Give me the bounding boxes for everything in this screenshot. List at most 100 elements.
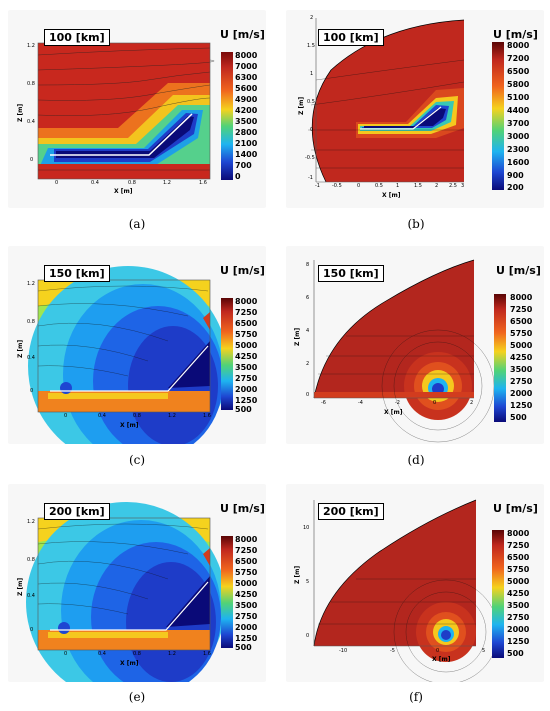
panel-b-colorbar-label: 5800 — [507, 80, 530, 89]
panel-a-colorbar-label: 700 — [235, 161, 252, 170]
panel-d-colorbar-label: 3500 — [510, 365, 533, 374]
panel-e-colorbar-label: 7250 — [235, 546, 258, 555]
panel-f-colorbar-label: 6500 — [507, 553, 530, 562]
panel-b-z-tick: -0.5 — [305, 155, 315, 161]
panel-a-z-tick: 0.4 — [27, 119, 35, 125]
panel-a: 100 [km] U [m/s] 8000 7000 6300 5600 490… — [8, 10, 266, 208]
panel-a-z-tick: 0.8 — [27, 81, 35, 87]
panel-b-z-axis-title: Z [m] — [298, 96, 305, 115]
panel-e-colorbar-label: 3500 — [235, 601, 258, 610]
panel-f-colorbar-label: 2000 — [507, 625, 530, 634]
panel-f-colorbar-label: 4250 — [507, 589, 530, 598]
panel-a-colorbar-label: 3500 — [235, 117, 258, 126]
panel-c-z-tick: 0.4 — [27, 355, 35, 361]
panel-d-x-tick: 2 — [470, 400, 474, 406]
panel-c-z-tick: 0 — [30, 388, 34, 394]
panel-a-colorbar-label: 6300 — [235, 73, 258, 82]
panel-b-x-tick: 2.5 — [449, 183, 457, 189]
panel-e-x-tick: 0 — [64, 651, 68, 657]
panel-b-colorbar-label: 6500 — [507, 67, 530, 76]
panel-f-z-tick: 10 — [303, 525, 310, 531]
panel-a-colorbar-label: 8000 — [235, 51, 258, 60]
panel-f-z-axis-title: Z [m] — [294, 565, 301, 584]
panel-c-z-tick: 0.8 — [27, 319, 35, 325]
panel-d-x-tick: -2 — [395, 400, 400, 406]
panel-c-colorbar-label: 3500 — [235, 363, 258, 372]
panel-a-colorbar-label: 0 — [235, 172, 241, 181]
panel-b-colorbar-label: 3000 — [507, 132, 530, 141]
panel-c-colorbar-label: 4250 — [235, 352, 258, 361]
panel-a-colorbar-label: 4200 — [235, 106, 258, 115]
panel-b-z-tick: 1 — [310, 71, 314, 77]
panel-c-colorbar-label: 5000 — [235, 341, 258, 350]
panel-c-contour-plot — [28, 266, 233, 444]
panel-d-colorbar-label: 8000 — [510, 293, 533, 302]
panel-e-x-tick: 1.6 — [203, 651, 211, 657]
panel-d-colorbar-label: 1250 — [510, 401, 533, 410]
panel-e-altitude-label: 200 [km] — [44, 503, 110, 520]
panel-c-colorbar-label: 6500 — [235, 319, 258, 328]
panel-e-colorbar-label: 8000 — [235, 535, 258, 544]
panel-e-x-tick: 0.4 — [98, 651, 106, 657]
panel-c-x-tick: 0.4 — [98, 413, 106, 419]
panel-b-colorbar — [492, 42, 504, 190]
panel-b-colorbar-label: 2300 — [507, 145, 530, 154]
panel-f-x-tick: 5 — [482, 648, 486, 654]
panel-a-unit-title: U [m/s] — [220, 28, 265, 41]
panel-a-x-axis-title: X [m] — [114, 188, 133, 195]
panel-f-z-tick: 5 — [306, 579, 310, 585]
panel-d-contour-plot — [313, 259, 506, 443]
panel-c-x-axis-title: X [m] — [120, 422, 139, 429]
panel-a-contour-plot — [37, 42, 233, 180]
panel-d-z-tick: 8 — [306, 262, 310, 268]
panel-b-colorbar-label: 900 — [507, 171, 524, 180]
panel-b-colorbar-label: 200 — [507, 183, 524, 192]
panel-a-x-tick: 1.2 — [163, 180, 171, 186]
panel-a-colorbar-label: 7000 — [235, 62, 258, 71]
panel-f-colorbar-label: 5750 — [507, 565, 530, 574]
panel-b-x-tick: 1 — [396, 183, 400, 189]
panel-f-colorbar-label: 7250 — [507, 541, 530, 550]
panel-d-colorbar-label: 2000 — [510, 389, 533, 398]
panel-b-unit-title: U [m/s] — [493, 28, 538, 41]
panel-d-z-tick: 4 — [306, 328, 310, 334]
panel-d-colorbar-label: 5000 — [510, 341, 533, 350]
panel-c-colorbar-label: 500 — [235, 405, 252, 414]
panel-b-contour-plot — [308, 18, 504, 190]
panel-a-x-tick: 0.4 — [91, 180, 99, 186]
panel-b-z-tick: 2 — [310, 15, 314, 21]
panel-c-x-tick: 1.2 — [168, 413, 176, 419]
panel-a-colorbar-label: 2800 — [235, 128, 258, 137]
panel-e-x-axis-title: X [m] — [120, 660, 139, 667]
panel-c-colorbar-label: 5750 — [235, 330, 258, 339]
panel-b-z-tick: 0.5 — [307, 99, 315, 105]
panel-b-x-tick: 1.5 — [414, 183, 422, 189]
panel-a-x-tick: 0 — [55, 180, 59, 186]
panel-b-x-tick: -1 — [315, 183, 320, 189]
panel-a-altitude-label: 100 [km] — [44, 29, 110, 46]
caption-c: (c) — [128, 453, 146, 467]
panel-e-z-tick: 1.2 — [27, 519, 35, 525]
panel-a-colorbar-label: 5600 — [235, 84, 258, 93]
panel-c-colorbar-label: 1250 — [235, 396, 258, 405]
panel-f-x-tick: 0 — [436, 648, 440, 654]
panel-e-z-tick: 0.8 — [27, 557, 35, 563]
panel-a-colorbar-label: 2100 — [235, 139, 258, 148]
panel-f-x-axis-title: X [m] — [432, 656, 451, 663]
panel-b-z-tick: 0 — [310, 127, 314, 133]
panel-b: 100 [km] U [m/s] 8000 7200 6500 5800 510… — [286, 10, 544, 208]
panel-a-z-axis-title: Z [m] — [17, 103, 24, 122]
panel-d-unit-title: U [m/s] — [496, 264, 541, 277]
caption-d: (d) — [407, 453, 425, 467]
panel-e-contour-plot — [26, 502, 233, 682]
panel-d-colorbar-label: 6500 — [510, 317, 533, 326]
panel-d-colorbar-label: 4250 — [510, 353, 533, 362]
panel-f-colorbar-label: 500 — [507, 649, 524, 658]
panel-a-x-tick: 0.8 — [128, 180, 136, 186]
panel-e-z-tick: 0 — [30, 627, 34, 633]
panel-f: 200 [km] U [m/s] 8000 7250 6500 5750 500… — [286, 484, 544, 682]
panel-c-colorbar-label: 2000 — [235, 385, 258, 394]
panel-f-altitude-label: 200 [km] — [318, 503, 384, 520]
panel-c-x-tick: 0.8 — [133, 413, 141, 419]
panel-b-z-tick: -1 — [308, 175, 313, 181]
